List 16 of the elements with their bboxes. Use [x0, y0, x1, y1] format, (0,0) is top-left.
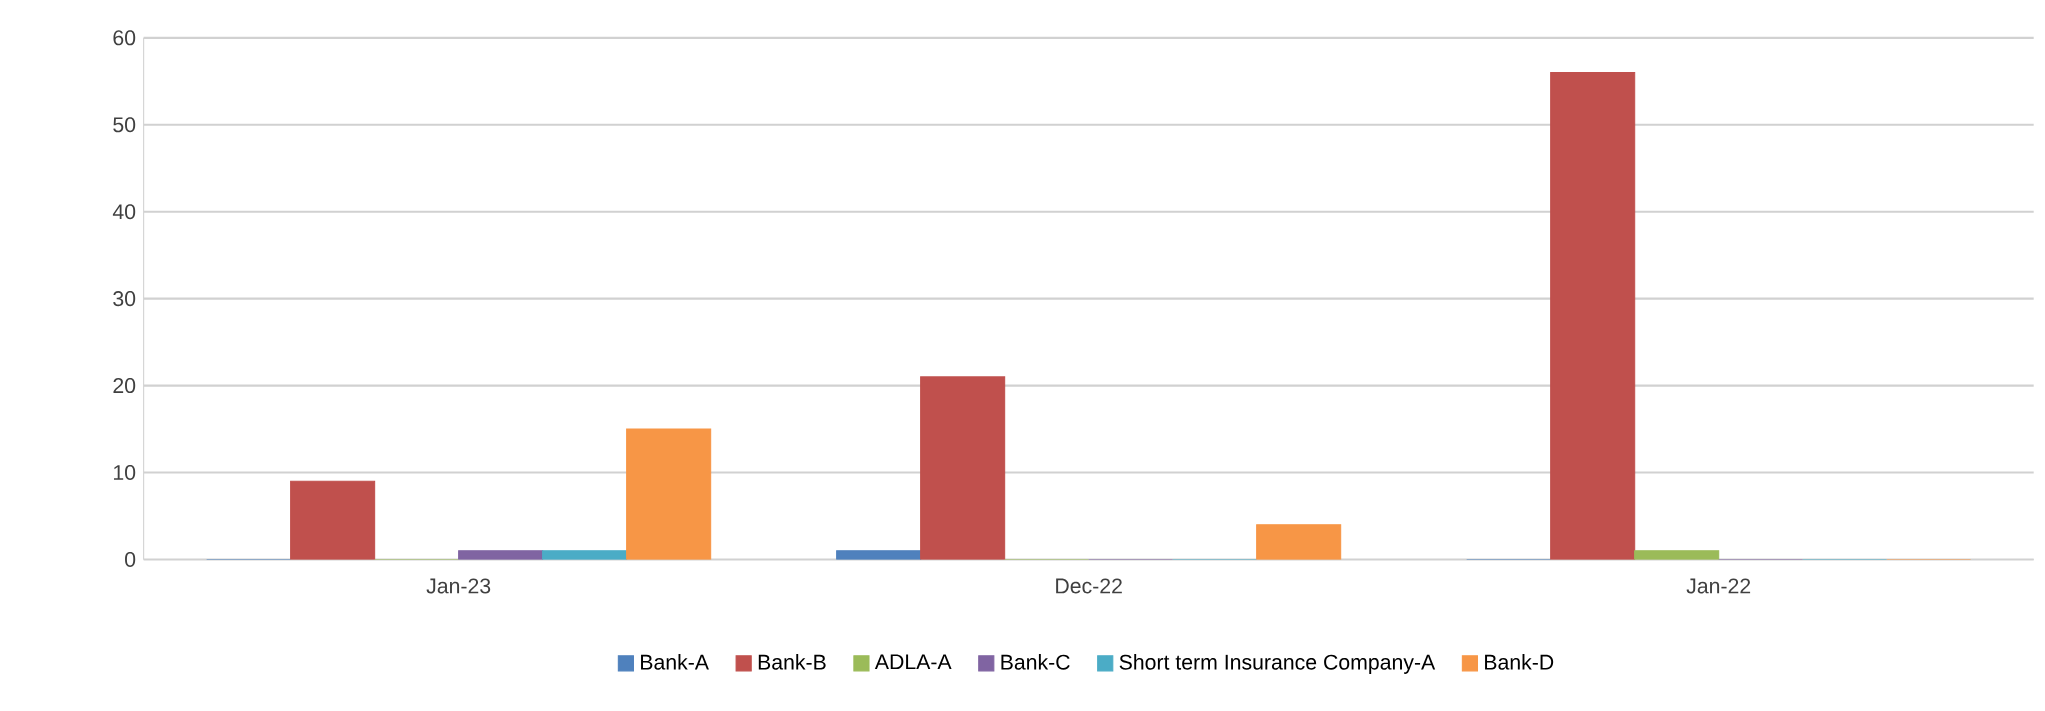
legend-label: Bank-D — [1485, 654, 1554, 670]
y-tick-label: 10 — [114, 465, 136, 481]
legend-label: Bank-A — [641, 654, 709, 670]
legend-label: Bank-C — [1001, 654, 1070, 670]
y-tick-label: 0 — [125, 552, 136, 568]
y-tick-label: 40 — [112, 204, 136, 220]
legend-label: ADLA-A — [874, 654, 952, 670]
x-tick-label: Dec-22 — [1056, 578, 1122, 594]
y-tick-label: 50 — [113, 117, 136, 133]
legend-label: Bank-B — [758, 654, 826, 670]
legend-label: Short term Insurance Company-A — [1119, 654, 1436, 675]
y-tick-label: 30 — [113, 291, 136, 307]
y-tick-label: 20 — [113, 378, 136, 394]
y-tick-label: 60 — [113, 30, 136, 46]
x-tick-label: Jan-22 — [1686, 578, 1751, 594]
x-tick-label: Jan-23 — [426, 578, 491, 594]
